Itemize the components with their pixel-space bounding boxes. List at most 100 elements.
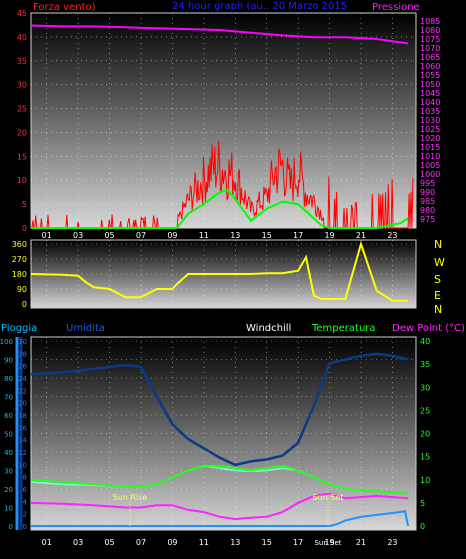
pressure-tick-label: 1005 — [420, 161, 440, 170]
x-tick-label-top: 15 — [262, 231, 272, 240]
wind-tick-label: 25 — [17, 105, 27, 114]
x-tick-label-top: 09 — [167, 231, 177, 240]
x-tick-label-bottom: 19 — [324, 538, 334, 547]
x-tick-label-bottom: 17 — [293, 538, 303, 547]
umidita-label: Umidita — [66, 323, 105, 334]
chart-title: 24 hour graph (au.. 20 Marzo 2015 — [172, 1, 347, 12]
pressure-tick-label: 1010 — [420, 152, 440, 161]
x-tick-label-bottom: 07 — [136, 538, 146, 547]
dewpoint-label: Dew Point (°C) — [392, 323, 465, 334]
humidity-tick-label: 26 — [18, 363, 27, 371]
dir-tick-label: 90 — [17, 285, 27, 294]
humidity-tick-label: 20 — [18, 400, 27, 408]
pressure-tick-label: 1035 — [420, 107, 440, 116]
humidity-tick-label: 12 — [18, 449, 27, 457]
humidity-tick-label: 28 — [18, 350, 27, 358]
pressure-tick-label: 985 — [420, 197, 435, 206]
rain-tick-label: 50 — [4, 431, 13, 439]
wind-tick-label: 45 — [17, 9, 27, 18]
dir-tick-label: 0 — [22, 300, 27, 309]
x-tick-label-top: 17 — [293, 231, 303, 240]
sun-set-label: Sun Set — [313, 493, 344, 502]
x-tick-label-bottom: 01 — [42, 538, 52, 547]
wind-gust-line — [31, 188, 409, 229]
pressure-tick-label: 1085 — [420, 17, 440, 26]
rain-line — [31, 510, 410, 527]
x-tick-label-bottom: 23 — [387, 538, 397, 547]
pressure-tick-label: 1075 — [420, 35, 440, 44]
pressure-tick-label: 1025 — [420, 125, 440, 134]
temp-tick-label: 35 — [420, 360, 430, 369]
rain-tick-label: 90 — [4, 357, 13, 365]
pressure-line — [30, 24, 409, 45]
pressure-tick-label: 1070 — [420, 44, 440, 53]
wind-tick-label: 10 — [17, 176, 27, 185]
sun-set-axis-label: Sun Set — [314, 539, 341, 547]
x-tick-label-bottom: 09 — [167, 538, 177, 547]
temp-tick-label: 25 — [420, 406, 430, 415]
dir-tick-label: 180 — [12, 270, 27, 279]
dir-letter-n-bottom: N — [434, 303, 442, 316]
pressure-tick-label: 1030 — [420, 116, 440, 125]
pressure-tick-label: 1015 — [420, 143, 440, 152]
wind-direction-line — [30, 240, 409, 302]
dir-tick-label: 360 — [12, 240, 27, 249]
dir-letter-s: S — [434, 273, 441, 286]
humidity-tick-label: 22 — [18, 387, 27, 395]
windchill-label: Windchill — [246, 323, 291, 334]
temp-tick-label: 10 — [420, 476, 430, 485]
pressure-tick-label: 990 — [420, 188, 435, 197]
tick-labels: 0510152025303540459759809859909951000100… — [0, 9, 440, 547]
dir-letter-w: W — [434, 256, 445, 269]
temperature-line — [30, 464, 409, 495]
wind-tick-label: 15 — [17, 152, 27, 161]
pressure-tick-label: 1055 — [420, 71, 440, 80]
pressure-tick-label: 1000 — [420, 170, 440, 179]
humidity-tick-label: 4 — [23, 498, 28, 506]
x-tick-label-bottom: 03 — [73, 538, 83, 547]
humidity-tick-label: 8 — [23, 474, 27, 482]
temperatura-label: Temperatura — [311, 323, 376, 334]
x-tick-label-top: 13 — [230, 231, 240, 240]
x-tick-label-top: 07 — [136, 231, 146, 240]
wind-axis-label: Forza vento) — [33, 2, 96, 13]
x-tick-label-top: 03 — [73, 231, 83, 240]
rain-tick-label: 60 — [4, 412, 13, 420]
wind-tick-label: 20 — [17, 128, 27, 137]
sun-rise-label: Sun Rise — [113, 493, 148, 502]
pressure-tick-label: 995 — [420, 179, 435, 188]
humidity-tick-label: 16 — [18, 424, 27, 432]
x-tick-label-top: 05 — [104, 231, 114, 240]
pressure-tick-label: 975 — [420, 215, 435, 224]
humidity-line — [30, 352, 409, 467]
dewpoint-line — [30, 492, 409, 521]
rain-tick-label: 10 — [4, 505, 13, 513]
x-tick-label-top: 23 — [387, 231, 397, 240]
series: Sun Rise Sun Set Sun Set — [30, 24, 414, 547]
temp-tick-label: 15 — [420, 453, 430, 462]
gridlines — [15, 12, 416, 530]
humidity-tick-label: 2 — [23, 511, 27, 519]
temp-tick-label: 40 — [420, 337, 430, 346]
pressure-tick-label: 1065 — [420, 53, 440, 62]
dir-letter-n-top: N — [434, 238, 442, 251]
wind-tick-label: 40 — [17, 33, 27, 42]
temp-tick-label: 0 — [420, 522, 425, 531]
pressure-tick-label: 1020 — [420, 134, 440, 143]
humidity-tick-label: 24 — [18, 375, 27, 383]
x-tick-label-bottom: 05 — [104, 538, 114, 547]
pressure-tick-label: 1080 — [420, 26, 440, 35]
dir-tick-label: 270 — [12, 255, 27, 264]
temperature-panel — [30, 336, 417, 531]
humidity-tick-label: 30 — [18, 338, 27, 346]
temp-tick-label: 20 — [420, 430, 430, 439]
rain-tick-label: 0 — [9, 523, 13, 531]
rain-tick-label: 100 — [0, 338, 13, 346]
pressure-tick-label: 980 — [420, 206, 435, 215]
temp-tick-label: 30 — [420, 383, 430, 392]
wind-tick-label: 5 — [22, 200, 27, 209]
pressure-axis-label: Pressione — [372, 2, 420, 13]
dir-letter-e: E — [434, 289, 441, 302]
pioggia-label: Pioggia — [1, 323, 37, 334]
pressure-tick-label: 1050 — [420, 80, 440, 89]
